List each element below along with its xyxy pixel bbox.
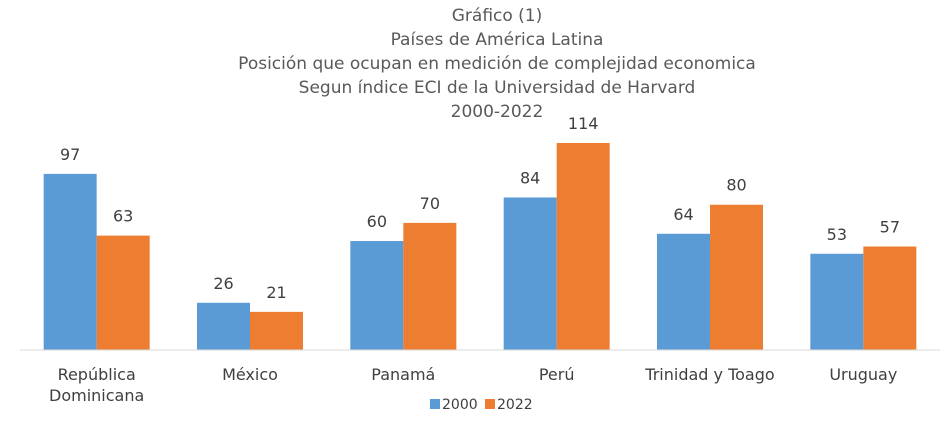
- data-label: 57: [880, 218, 900, 237]
- legend-swatch-2022: [485, 399, 495, 409]
- x-tick-label: Dominicana: [49, 386, 144, 405]
- bar-2022: [403, 222, 457, 350]
- data-label: 26: [213, 274, 233, 293]
- data-label: 63: [113, 207, 133, 226]
- bar-2000: [197, 302, 250, 350]
- legend: 2000 2022: [430, 397, 533, 413]
- chart-title-line: Gráfico (1): [452, 6, 543, 26]
- bar-2022: [96, 235, 150, 350]
- data-label: 80: [726, 176, 746, 195]
- legend-swatch-2000: [430, 399, 440, 409]
- bar-2022: [710, 204, 763, 350]
- data-label: 97: [60, 145, 80, 164]
- chart-title: Gráfico (1) Países de América Latina Posic…: [238, 6, 756, 122]
- bar-2022: [556, 143, 610, 350]
- data-label: 114: [568, 114, 599, 133]
- x-tick-label: Uruguay: [829, 365, 897, 384]
- x-tick-label: Perú: [539, 365, 575, 384]
- x-tick-label: Panamá: [371, 365, 435, 384]
- x-tick-label: México: [222, 365, 278, 384]
- chart-title-line: 2000-2022: [451, 102, 544, 122]
- chart-title-line: Países de América Latina: [391, 30, 604, 50]
- bar-2022: [250, 311, 303, 350]
- x-axis-tick-labels: República Dominicana México Panamá Perú Trini…: [49, 365, 897, 405]
- legend-label: 2000: [442, 397, 478, 413]
- data-label: 21: [266, 283, 286, 302]
- data-label: 70: [420, 194, 440, 213]
- bar-2000: [503, 197, 557, 350]
- legend-label: 2022: [497, 397, 533, 413]
- bar-2000: [657, 233, 710, 350]
- chart-title-line: Segun índice ECI de la Universidad de Ha…: [299, 78, 696, 98]
- data-label: 53: [827, 225, 847, 244]
- data-label: 60: [367, 212, 387, 231]
- bar-2022: [863, 246, 917, 350]
- data-label: 84: [520, 168, 540, 187]
- data-label: 64: [673, 205, 693, 224]
- plot-area: 97 63 26 21 60 70 84 114 64 80 53 57: [43, 114, 917, 350]
- bar-2000: [43, 173, 97, 350]
- chart-title-line: Posición que ocupan en medición de compl…: [238, 54, 756, 74]
- x-tick-label: Trinidad y Toago: [644, 365, 774, 384]
- x-tick-label: República: [58, 365, 136, 384]
- bar-2000: [810, 253, 864, 350]
- bar-2000: [350, 241, 404, 350]
